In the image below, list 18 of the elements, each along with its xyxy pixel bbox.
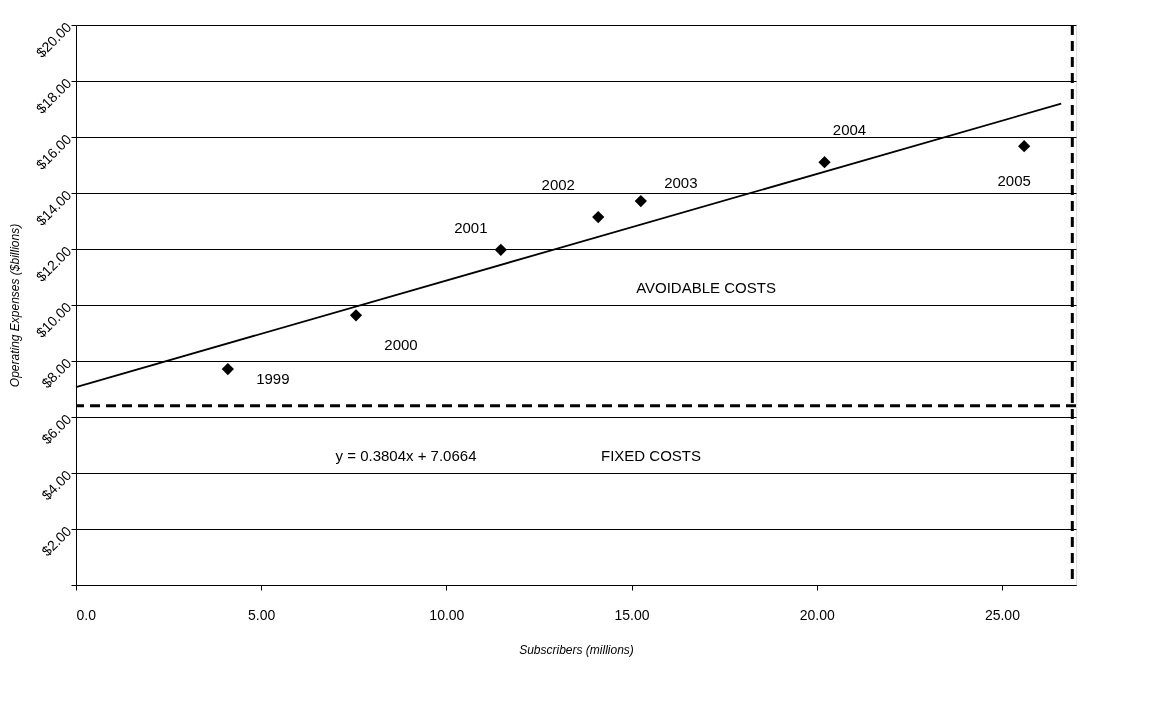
x-tick-label: 10.00	[429, 606, 465, 623]
x-tick-label: 5.00	[248, 606, 276, 623]
annotation: 1999	[256, 370, 290, 388]
annotation: AVOIDABLE COSTS	[636, 279, 776, 297]
annotation: 2000	[384, 336, 418, 354]
annotation: 2002	[541, 176, 575, 194]
annotation: y = 0.3804x + 7.0664	[335, 447, 477, 465]
x-axis-title: Subscribers (millions)	[519, 642, 634, 657]
y-axis-title: Operating Expenses ($billions)	[8, 223, 23, 388]
annotation: FIXED COSTS	[600, 447, 702, 465]
annotation: 2001	[454, 218, 488, 236]
x-tick-label: 15.00	[614, 606, 650, 623]
x-tick-label: 0.0	[76, 606, 97, 623]
annotation: 2004	[832, 121, 867, 139]
x-tick-label: 20.00	[799, 606, 835, 623]
annotation: 2005	[997, 172, 1031, 190]
x-tick-label: 25.00	[984, 606, 1021, 623]
annotation: 2003	[664, 174, 698, 192]
